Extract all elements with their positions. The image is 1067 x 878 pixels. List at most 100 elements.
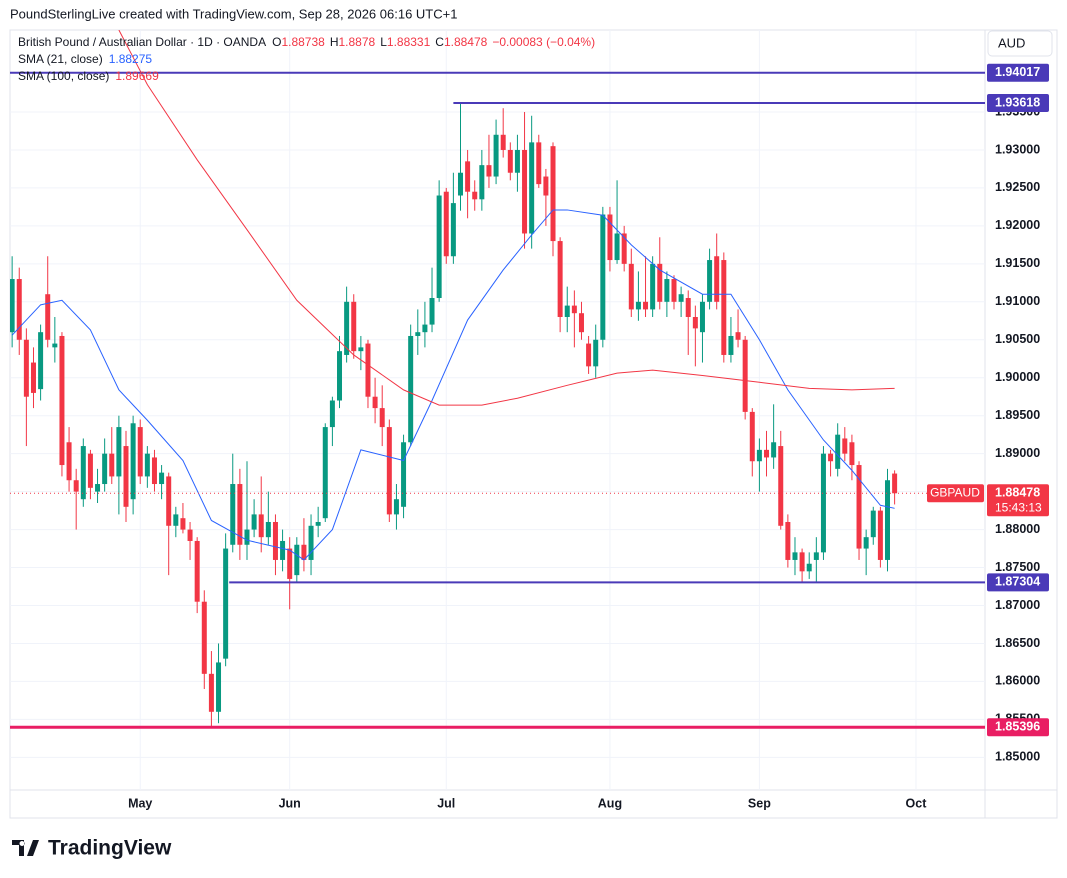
candle-body	[137, 427, 143, 477]
logo-text: TradingView	[48, 837, 172, 860]
candle-body	[721, 260, 727, 355]
candle-body	[813, 552, 819, 560]
price-label: 1.87304	[995, 575, 1040, 589]
candle-body	[529, 142, 535, 234]
sma-legend: SMA (100, close) 1.89669	[18, 69, 159, 83]
candle-body	[621, 233, 627, 264]
candle-body	[657, 263, 663, 302]
candle-body	[699, 301, 705, 333]
candle-body	[714, 256, 720, 302]
candle-body	[472, 191, 478, 200]
candle-body	[650, 263, 656, 310]
candle-body	[500, 134, 506, 150]
candle-body	[842, 438, 848, 454]
y-tick-label: 1.90000	[995, 370, 1040, 384]
x-tick-label: Sep	[748, 796, 771, 810]
candle-body	[315, 521, 321, 526]
y-tick-label: 1.92000	[995, 218, 1040, 232]
candle-body	[799, 552, 805, 572]
candle-body	[16, 279, 22, 340]
candle-body	[792, 552, 798, 560]
candle-body	[130, 423, 136, 500]
symbol-title: British Pound / Australian Dollar · 1D ·…	[18, 35, 266, 49]
symbol-label: GBPAUD	[930, 485, 980, 499]
ohlc-value: 1.88738	[281, 35, 325, 49]
candle-body	[678, 294, 684, 302]
sma-line	[118, 30, 895, 406]
candle-body	[856, 465, 862, 549]
ohlc-value: 1.88331	[387, 35, 431, 49]
candle-body	[23, 339, 29, 397]
candle-body	[828, 453, 834, 462]
candle-body	[564, 305, 570, 317]
candle-body	[543, 176, 549, 196]
ohlc-label: O	[272, 35, 281, 49]
candle-body	[778, 446, 784, 526]
price-label: 1.85396	[995, 720, 1040, 734]
candle-body	[892, 473, 898, 494]
candle-body	[180, 518, 186, 530]
candle-body	[280, 540, 286, 560]
x-tick-label: Jul	[437, 796, 455, 810]
y-tick-label: 1.87500	[995, 560, 1040, 574]
sma-value: 1.88275	[109, 52, 153, 66]
countdown: 15:43:13	[995, 500, 1042, 514]
candle-body	[586, 343, 592, 367]
candle-body	[550, 146, 556, 242]
candle-body	[415, 332, 421, 336]
candle-body	[230, 484, 236, 545]
axes: 1.850001.855001.860001.865001.870001.875…	[128, 63, 1049, 810]
candle-body	[578, 313, 584, 333]
header: PoundSterlingLive created with TradingVi…	[10, 6, 457, 21]
y-tick-label: 1.90500	[995, 332, 1040, 346]
price-label-box	[987, 94, 1049, 113]
candle-body	[557, 241, 563, 317]
x-tick-label: Oct	[906, 796, 928, 810]
y-tick-label: 1.89500	[995, 408, 1040, 422]
candle-body	[244, 529, 250, 545]
candle-body	[849, 442, 855, 466]
y-tick-label: 1.92500	[995, 180, 1040, 194]
candle-body	[358, 347, 364, 352]
candle-body	[151, 457, 157, 485]
ohlc-value: 1.88478	[444, 35, 488, 49]
candle-body	[351, 301, 357, 352]
candle-body	[707, 260, 713, 302]
candle-body	[536, 142, 542, 185]
candle-body	[870, 510, 876, 538]
candle-body	[87, 453, 93, 488]
currency-label[interactable]: AUD	[998, 35, 1025, 50]
candle-body	[877, 510, 883, 560]
candle-body	[344, 301, 350, 355]
candle-body	[372, 396, 378, 409]
price-label-box	[987, 718, 1049, 737]
candle-body	[201, 601, 207, 674]
x-tick-label: May	[128, 796, 152, 810]
candle-body	[66, 442, 72, 481]
candle-body	[493, 134, 499, 177]
candle-body	[365, 343, 371, 397]
candle-body	[144, 453, 150, 477]
candle-body	[479, 165, 485, 200]
candle-body	[272, 521, 278, 560]
candle-body	[301, 544, 307, 560]
sma-line	[11, 209, 895, 561]
candle-body	[30, 362, 36, 393]
y-tick-label: 1.93000	[995, 142, 1040, 156]
candle-body	[322, 427, 328, 519]
candle-body	[73, 480, 79, 492]
candle-body	[386, 427, 392, 515]
candle-body	[329, 400, 335, 428]
x-tick-label: Jun	[279, 796, 301, 810]
candle-body	[742, 339, 748, 412]
currency-button[interactable]	[987, 30, 1053, 57]
candle-body	[166, 476, 172, 526]
sma-name: SMA (21, close)	[18, 52, 103, 66]
candle-body	[607, 214, 613, 261]
candle-body	[806, 563, 812, 572]
ohlc-label: C	[435, 35, 444, 49]
x-tick-label: Aug	[598, 796, 622, 810]
candle-body	[429, 298, 435, 325]
candle-body	[863, 537, 869, 549]
